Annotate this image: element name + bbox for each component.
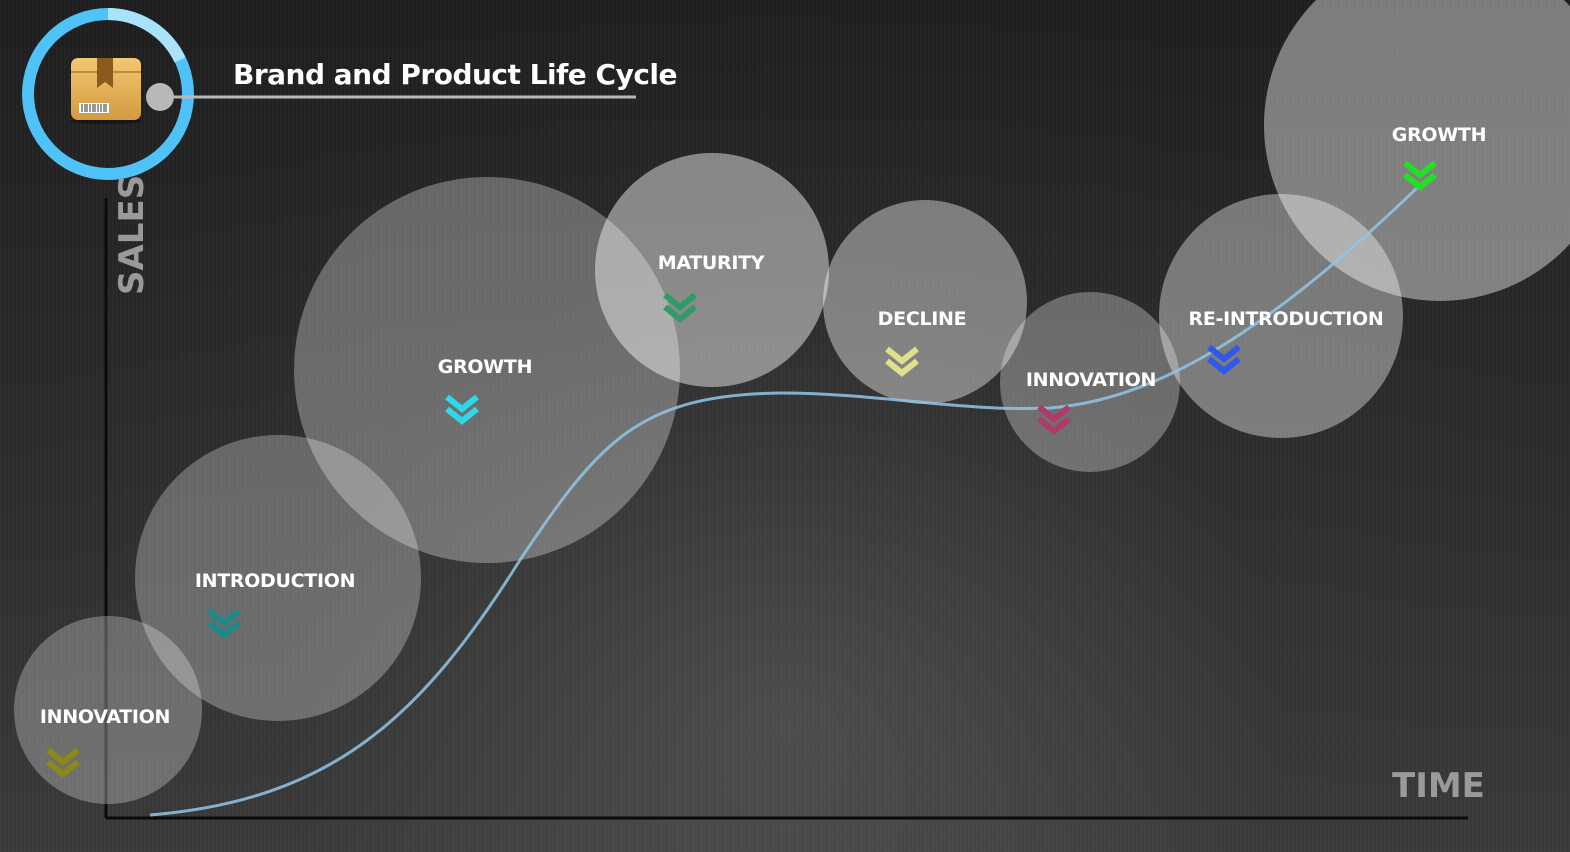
connector-dot	[146, 83, 174, 111]
life-cycle-curve	[149, 183, 1422, 817]
stage-label-re-introduction: RE-INTRODUCTION	[1188, 308, 1384, 330]
stage-label-innovation: INNOVATION	[39, 706, 171, 728]
stage-bubble-introduction	[135, 435, 421, 721]
x-axis-label: TIME	[1392, 766, 1485, 806]
chevron-growth-2-icon	[1403, 160, 1437, 191]
logo-ring	[22, 8, 194, 180]
chevron-decline-icon	[885, 346, 919, 377]
y-axis-label: SALES	[112, 174, 152, 295]
stage-chevrons	[46, 160, 1437, 778]
chevron-innovation-2-icon	[1037, 404, 1071, 435]
chevron-growth-icon	[445, 394, 479, 425]
chevron-re-introduction-icon	[1207, 344, 1241, 375]
stage-label-maturity: MATURITY	[657, 252, 765, 274]
stage-label-growth-2: GROWTH	[1391, 124, 1487, 146]
stage-label-decline: DECLINE	[877, 308, 967, 330]
chevron-maturity-icon	[663, 292, 697, 323]
stage-bubbles	[14, 0, 1570, 804]
chevron-innovation-icon	[46, 747, 80, 778]
stage-bubble-growth	[294, 177, 680, 563]
chevron-introduction-icon	[207, 608, 241, 639]
stage-label-introduction: INTRODUCTION	[194, 570, 356, 592]
stage-bubble-maturity	[595, 153, 829, 387]
stage-bubble-growth-2	[1264, 0, 1570, 301]
package-box-icon	[70, 58, 142, 124]
stage-bubble-decline	[823, 200, 1027, 404]
logo-ring-highlight	[107, 8, 186, 63]
stage-label-innovation-2: INNOVATION	[1025, 369, 1157, 391]
diagram-title: Brand and Product Life Cycle	[233, 58, 678, 91]
stage-label-growth: GROWTH	[437, 356, 533, 378]
